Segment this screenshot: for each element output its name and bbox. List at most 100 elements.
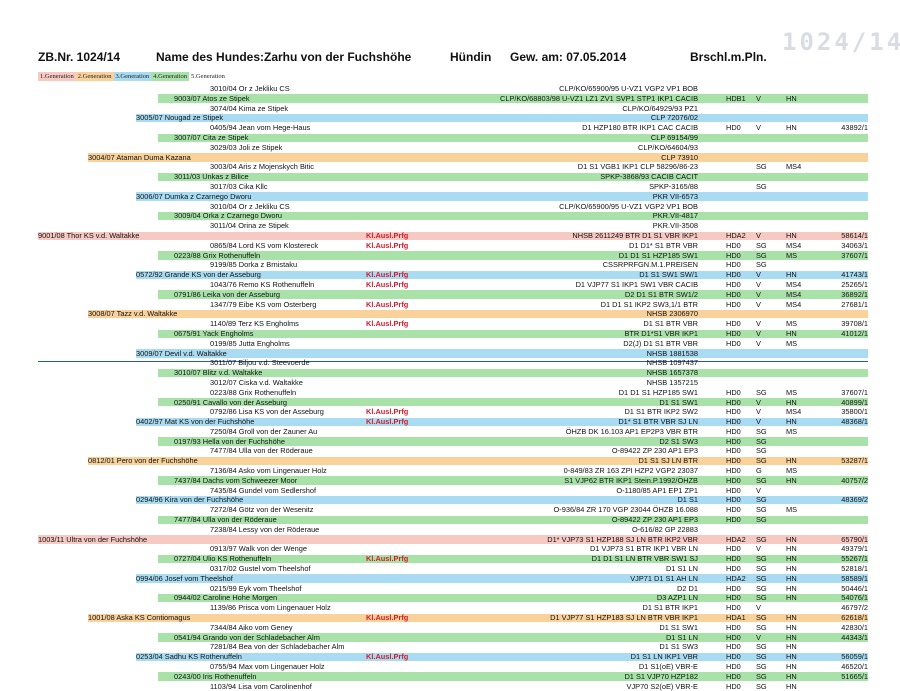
titles-entry: D1 D1 S1 LN BTR VBR SW1 SJ: [591, 554, 698, 564]
score-value: HN: [786, 583, 797, 593]
hd-value: HD0: [726, 652, 741, 662]
titles-entry: SPKP-3868/93 CACIB CACIT: [600, 172, 698, 182]
certificate-number: 35800/1: [841, 407, 868, 417]
score-value: HN: [786, 328, 797, 338]
dog-entry: 0243/00 Iris Rothenuffeln: [174, 671, 257, 681]
generation-bar: [38, 565, 868, 573]
generation-bar: [158, 633, 868, 642]
rating-value: V: [756, 230, 761, 240]
score-value: HN: [786, 652, 797, 662]
rating-value: SG: [756, 495, 767, 505]
rating-value: V: [756, 270, 761, 280]
hd-value: HD0: [726, 642, 741, 652]
generation-bar: [136, 496, 868, 505]
generation-bar: [38, 643, 868, 651]
score-value: HN: [786, 475, 797, 485]
pedigree-row: 0755/94 Max vom Lingenauer Holz D1 S1(oE)…: [38, 662, 868, 672]
titles-entry: S1 VJP62 BTR IKP1 Stein.P.1992/ÖHZB: [564, 475, 698, 485]
hd-value: HDA2: [726, 573, 746, 583]
titles-entry: NHSB 2611249 BTR D1 S1 VBR IKP1: [572, 230, 698, 240]
pedigree-row: 3003/04 Aris z Mojenskych Bitic D1 S1 VGB…: [38, 162, 868, 172]
hd-value: HD0: [726, 387, 741, 397]
rating-value: V: [756, 397, 761, 407]
titles-entry: ÖHZB DK 16.103 AP1 EP2P3 VBR BTR: [565, 426, 698, 436]
legend-gen5: 5.Generation: [191, 73, 225, 80]
titles-entry: D1 S1 BTR IKP1: [642, 603, 698, 613]
generation-bar: [38, 388, 868, 396]
titles-entry: NHSB 1657378: [646, 368, 698, 378]
dog-entry: 0572/92 Grande KS von der Asseburg: [136, 270, 261, 280]
dog-entry: 3012/07 Ciska v.d. Waltakke: [210, 377, 303, 387]
certificate-number: 50446/1: [841, 583, 868, 593]
hd-value: HD0: [726, 338, 741, 348]
generation-bar: [158, 476, 868, 485]
titles-entry: D1 S1 LN: [665, 564, 698, 574]
dog-entry: 0215/99 Eyk vom Theelshof: [210, 583, 302, 593]
pedigree-row: 0994/06 Josef vom Theelshof VJP71 D1 S1 A…: [38, 574, 868, 584]
certificate-number: 36892/1: [841, 289, 868, 299]
rating-value: SG: [756, 652, 767, 662]
certificate-number: 58589/1: [841, 573, 868, 583]
titles-entry: NHSB 1097437: [646, 358, 698, 368]
pedigree-table: 3010/04 Or z Jekliku CS CLP/KO/65900/95 U…: [38, 84, 868, 691]
score-value: HN: [786, 671, 797, 681]
test-badge: Kl.Ausl.Prfg: [366, 652, 409, 662]
rating-value: V: [756, 417, 761, 427]
certificate-number: 46520/1: [841, 662, 868, 672]
hd-value: HD0: [726, 671, 741, 681]
titles-entry: CSSRPRFGN.M.1.PREISEN: [602, 260, 698, 270]
score-value: HN: [786, 93, 797, 103]
certificate-number: 40757/2: [841, 475, 868, 485]
test-badge: Kl.Ausl.Prfg: [366, 319, 409, 329]
rating-value: SG: [756, 515, 767, 525]
pedigree-row: 0541/94 Grando von der Schladebacher Alm…: [38, 633, 868, 643]
pedigree-row: 3004/07 Ataman Duma Kazana CLP 73910: [38, 153, 868, 163]
generation-bar: [136, 652, 868, 662]
pedigree-row: 3008/07 Tazz v.d. Waltakke NHSB 2306970: [38, 309, 868, 319]
pedigree-row: 0944/02 Caroline Hohe Morgen D3 AZP1 LN HD…: [38, 593, 868, 603]
pedigree-row: 0294/96 Kira von der Fuchshöhe D1 S1 HD0 SG…: [38, 495, 868, 505]
generation-bar: [158, 290, 868, 299]
hd-value: HD0: [726, 622, 741, 632]
dog-entry: 3003/04 Aris z Mojenskych Bitic: [210, 162, 314, 172]
generation-bar: [158, 398, 868, 407]
generation-bar: [158, 554, 868, 564]
rating-value: SG: [756, 456, 767, 466]
rating-value: SG: [756, 662, 767, 672]
certificate-number: 46797/2: [841, 603, 868, 613]
titles-entry: D1 D1 S1 HZP185 SW1: [618, 250, 698, 260]
dog-entry: 7272/84 Götz von der Wesenitz: [210, 505, 314, 515]
certificate-number: 48368/1: [841, 417, 868, 427]
dog-entry: 0541/94 Grando von der Schladebacher Alm: [174, 632, 320, 642]
titles-entry: D1 S1 VGB1 IKP1 CLP 58296/86-23: [577, 162, 698, 172]
generation-bar: [38, 222, 868, 230]
titles-entry: BTR D1*S1 VBR IKP1: [624, 328, 698, 338]
dog-entry: 3010/07 Blitz v.d. Waltakke: [174, 368, 263, 378]
pedigree-row: 9003/07 Atos ze Stipek CLP/KO/68803/98 U-…: [38, 94, 868, 104]
dog-entry: 0727/04 Ulio KS Rothenuffeln: [174, 554, 272, 564]
test-badge: Kl.Ausl.Prfg: [366, 554, 409, 564]
generation-bar: [136, 113, 868, 123]
score-value: HN: [786, 456, 797, 466]
titles-entry: D1 VJP73 S1 BTR IKP1 VBR LN: [589, 544, 698, 554]
dog-entry: 0865/84 Lord KS vom Klostereck: [210, 240, 319, 250]
dog-entry: 0913/97 Walk von der Wenge: [210, 544, 307, 554]
hd-value: HD0: [726, 328, 741, 338]
generation-bar: [158, 133, 868, 142]
pedigree-row: 3007/07 Cita ze Stipek CLP 69154/99: [38, 133, 868, 143]
score-value: HN: [786, 573, 797, 583]
generation-bar: [158, 368, 868, 378]
hd-value: HD0: [726, 515, 741, 525]
rating-value: SG: [756, 564, 767, 574]
hd-value: HD0: [726, 299, 741, 309]
titles-entry: CLP 72076/02: [650, 113, 698, 123]
hd-value: HD0: [726, 564, 741, 574]
dog-entry: 7435/84 Gundel vom Sedlershof: [210, 485, 317, 495]
pedigree-row: 7238/84 Lessy von der Röderaue O-616/82 G…: [38, 525, 868, 535]
document-header: ZB.Nr. 1024/14 Name des Hundes: Zarhu vo…: [38, 50, 868, 68]
score-value: MS: [786, 466, 798, 476]
dog-entry: 3009/04 Orka z Czarnego Dworu: [174, 211, 283, 221]
generation-bar: [136, 349, 868, 358]
pedigree-row: 0253/04 Sadhu KS Rothenuffeln Kl.Ausl.Prf…: [38, 652, 868, 662]
certificate-number: 41012/1: [841, 328, 868, 338]
